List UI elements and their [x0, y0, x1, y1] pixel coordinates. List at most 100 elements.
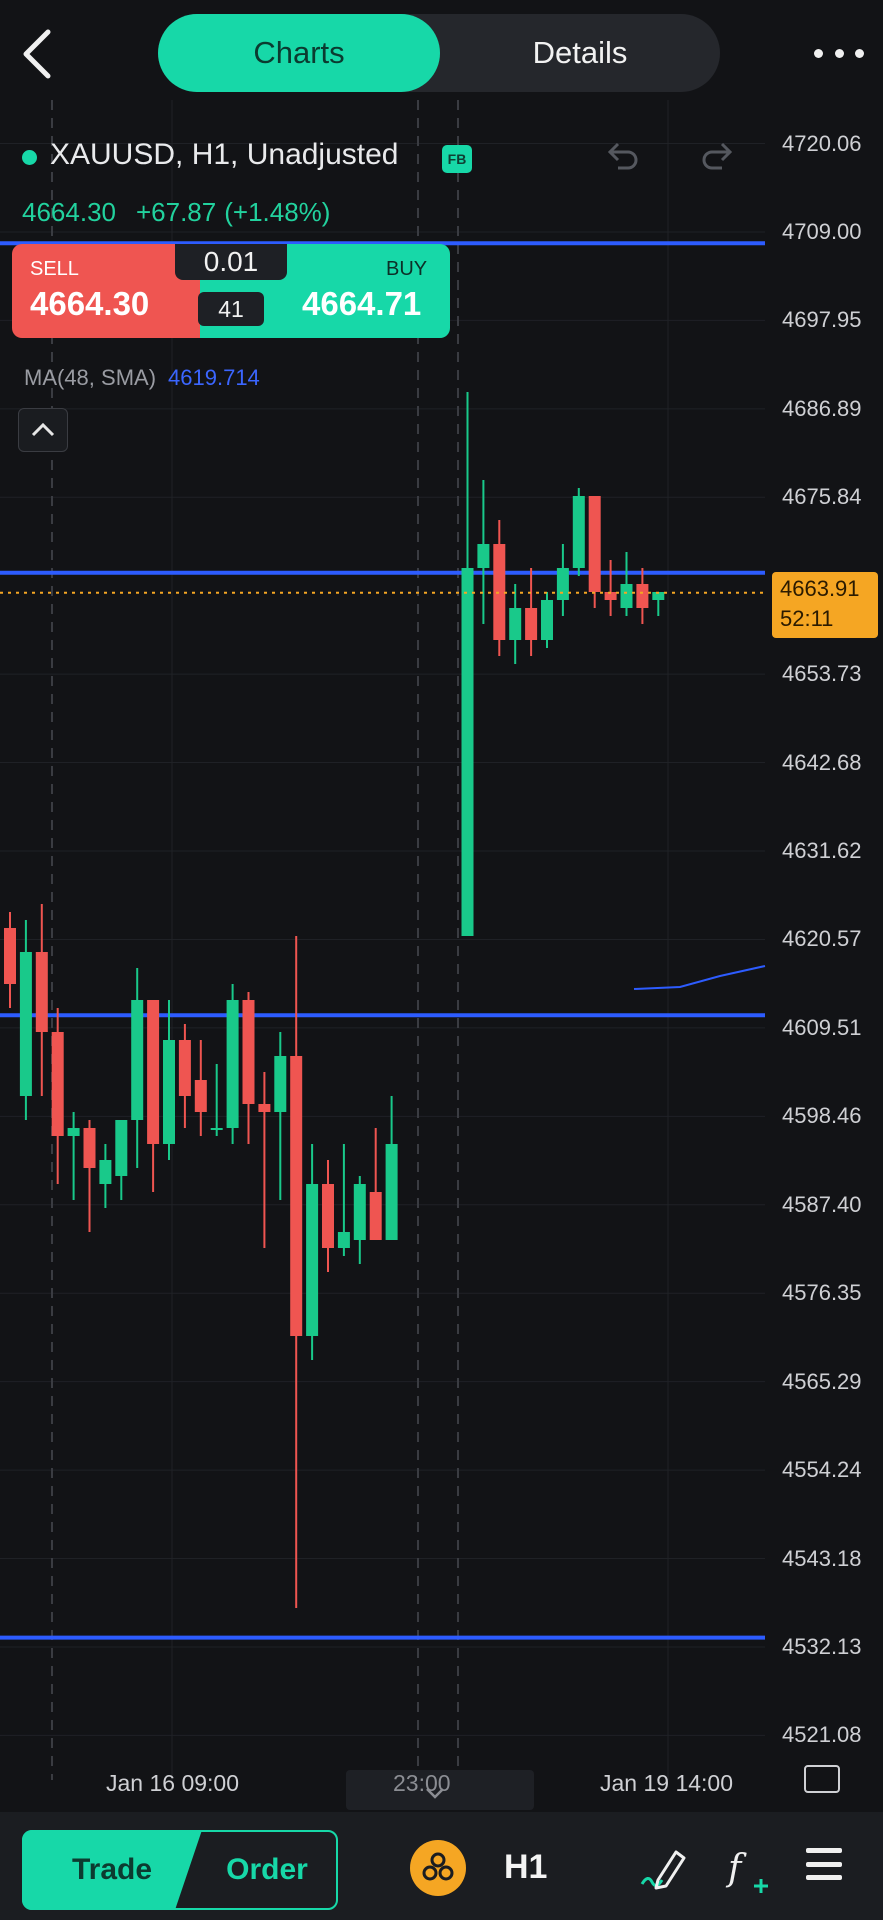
candle-body [147, 1000, 160, 1144]
candle-body [525, 608, 538, 640]
fullscreen-icon[interactable] [804, 1765, 840, 1793]
price-tick: 4697.95 [782, 307, 862, 333]
candle-body [274, 1056, 287, 1112]
price-tick: 4543.18 [782, 1545, 862, 1571]
candle-body [541, 600, 553, 640]
candle-body [67, 1128, 80, 1136]
ma-indicator-legend[interactable]: MA(48, SMA) 4619.714 [24, 365, 260, 391]
last-price: 4664.30 [22, 197, 116, 227]
candle-body [35, 952, 48, 1032]
lot-size-input[interactable]: 0.01 [175, 244, 287, 280]
sell-label: SELL [30, 258, 79, 280]
draw-icon[interactable] [634, 1840, 690, 1901]
candle-body [604, 592, 617, 600]
price-tick: 4653.73 [782, 661, 862, 687]
price-tick: 4675.84 [782, 484, 862, 510]
candle-countdown: 52:11 [780, 606, 834, 631]
collapse-legend-button[interactable] [18, 408, 68, 452]
trade-button[interactable]: Trade [22, 1830, 202, 1910]
chevron-left-icon [23, 29, 51, 79]
candle-body [556, 568, 569, 600]
price-tick: 4609.51 [782, 1014, 862, 1040]
candle-body [369, 1192, 382, 1240]
candle-body [588, 496, 601, 592]
price-tick: 4620.57 [782, 926, 862, 952]
market-status-dot [22, 150, 37, 165]
more-options-icon[interactable] [814, 36, 864, 70]
candle-body [210, 1128, 223, 1130]
price-tick: 4598.46 [782, 1103, 862, 1129]
buy-label: BUY [386, 258, 428, 280]
back-button[interactable] [18, 26, 58, 82]
price-tick: 4631.62 [782, 838, 862, 864]
price-tick: 4587.40 [782, 1191, 862, 1217]
candle-body [163, 1040, 175, 1144]
order-button[interactable]: Order [226, 1853, 308, 1886]
candle-body [131, 1000, 144, 1120]
price-change-line: 4664.30 +67.87 (+1.48%) [22, 197, 350, 228]
candle-body [4, 928, 16, 984]
buy-price: 4664.71 [302, 285, 422, 322]
undo-icon[interactable] [604, 138, 640, 179]
price-tick: 4709.00 [782, 219, 862, 244]
chevron-up-icon [31, 422, 55, 437]
candle-body [493, 544, 506, 640]
timeframe-selector[interactable]: H1 [504, 1848, 548, 1886]
candle-body [258, 1104, 271, 1112]
price-tick: 4576.35 [782, 1280, 862, 1306]
candle-body [51, 1032, 64, 1136]
spread-badge: 41 [198, 292, 264, 326]
symbol-title[interactable]: XAUUSD, H1, Unadjusted [50, 138, 399, 171]
candle-body [322, 1184, 334, 1248]
candle-body [652, 592, 665, 600]
ma-label: MA(48, SMA) [24, 365, 157, 390]
candle-body [115, 1120, 128, 1176]
candle-body [461, 568, 474, 936]
candle-body [620, 584, 633, 608]
ma-value: 4619.714 [168, 365, 260, 390]
current-price: 4663.91 [780, 576, 860, 601]
candle-body [194, 1080, 207, 1112]
svg-text:f: f [725, 1848, 747, 1889]
price-tick: 4642.68 [782, 749, 862, 775]
menu-icon[interactable] [806, 1848, 842, 1880]
price-tick: 4565.29 [782, 1368, 862, 1394]
time-cursor-box[interactable] [346, 1770, 534, 1810]
candle-body [83, 1128, 96, 1168]
price-chart[interactable] [0, 100, 770, 1780]
price-tick: 4554.24 [782, 1457, 862, 1483]
candle-body [178, 1040, 191, 1096]
price-change-pct: (+1.48%) [224, 197, 331, 227]
ma-line [633, 965, 766, 990]
candle-body [99, 1160, 112, 1184]
price-tick: 4686.89 [782, 395, 862, 421]
sell-button[interactable] [12, 244, 200, 338]
time-tick: Jan 16 09:00 [106, 1770, 240, 1796]
tab-details[interactable]: Details [532, 35, 628, 70]
price-tick: 4720.06 [782, 130, 862, 156]
candle-body [226, 1000, 239, 1128]
candle-body [636, 584, 649, 608]
current-price-tag [772, 572, 878, 638]
candle-body [337, 1232, 350, 1248]
price-tick: 4532.13 [782, 1633, 862, 1659]
candle-body [572, 496, 585, 568]
candle-body [353, 1184, 366, 1240]
candle-body [242, 1000, 255, 1104]
sell-price: 4664.30 [30, 285, 150, 322]
price-change: +67.87 [135, 197, 217, 227]
tab-charts[interactable]: Charts [158, 14, 440, 92]
candle-body [477, 544, 490, 568]
candle-body [19, 952, 32, 1096]
price-tick: 4521.08 [782, 1722, 862, 1748]
candle-body [306, 1184, 319, 1336]
indicators-icon[interactable]: f [724, 1842, 780, 1903]
candle-body [509, 608, 522, 640]
chevron-down-icon [426, 1788, 444, 1799]
time-tick: Jan 19 14:00 [600, 1770, 734, 1796]
candle-body [385, 1144, 398, 1240]
fb-badge: FB [442, 145, 472, 173]
redo-icon[interactable] [700, 138, 736, 179]
positions-icon[interactable] [410, 1840, 466, 1896]
candle-body [290, 1056, 303, 1336]
